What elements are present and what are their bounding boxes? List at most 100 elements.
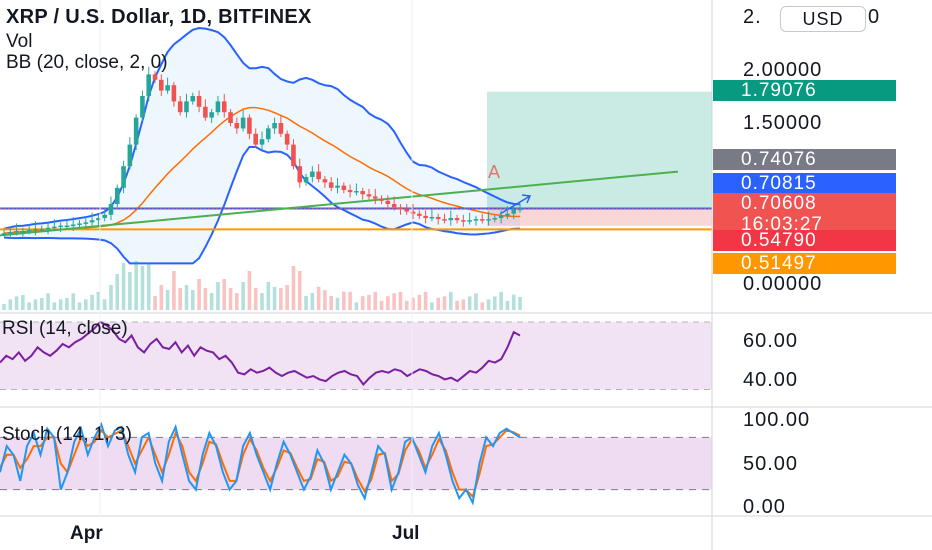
candle-body bbox=[33, 228, 38, 231]
candle-body bbox=[442, 219, 447, 221]
candle-body bbox=[328, 182, 334, 188]
candle-body bbox=[385, 200, 391, 204]
candle-body bbox=[1, 233, 7, 235]
volume-bar bbox=[279, 288, 283, 310]
chart-title: XRP / U.S. Dollar, 1D, BITFINEX bbox=[6, 6, 312, 28]
candle-body bbox=[467, 220, 472, 222]
stoch-axis-label: 100.00 bbox=[743, 409, 811, 431]
candle-body bbox=[133, 117, 139, 145]
candle-body bbox=[221, 101, 227, 113]
candle-body bbox=[284, 133, 290, 145]
volume-bar bbox=[348, 291, 352, 310]
price-tag-support: 0.51497 bbox=[713, 253, 896, 274]
rsi-band bbox=[0, 322, 712, 390]
volume-bar bbox=[367, 294, 371, 310]
volume-bar bbox=[102, 299, 107, 310]
candle-body bbox=[310, 171, 315, 177]
volume-bar bbox=[260, 293, 264, 310]
rsi-pane bbox=[0, 320, 712, 391]
volume-bar bbox=[253, 288, 258, 310]
candle-body bbox=[417, 213, 422, 216]
volume-bar bbox=[411, 297, 415, 310]
volume-bar bbox=[109, 285, 113, 310]
volume-bar bbox=[323, 290, 327, 310]
rsi-axis-label: 60.00 bbox=[743, 330, 799, 352]
stoch-axis-label: 50.00 bbox=[743, 453, 799, 475]
x-axis-tick-label: Apr bbox=[70, 523, 103, 544]
candle-body bbox=[303, 177, 309, 183]
candle-body bbox=[240, 117, 246, 129]
candle-body bbox=[89, 220, 95, 223]
volume-bar bbox=[8, 299, 13, 310]
volume-bar bbox=[178, 288, 182, 310]
volume-bar bbox=[335, 297, 340, 310]
stoch-pane bbox=[0, 421, 712, 506]
volume-indicator-label[interactable]: Vol bbox=[6, 31, 33, 52]
candle-body bbox=[410, 211, 416, 214]
candle-body bbox=[354, 191, 359, 193]
candle-body bbox=[7, 232, 13, 234]
candle-body bbox=[52, 226, 57, 229]
volume-bar bbox=[115, 274, 120, 310]
candle-body bbox=[177, 101, 183, 113]
candle-body bbox=[498, 215, 504, 219]
volume-bar bbox=[33, 299, 38, 310]
volume-bar bbox=[455, 300, 459, 310]
volume-bar bbox=[297, 271, 302, 310]
volume-bar bbox=[46, 293, 50, 310]
candle-body bbox=[184, 101, 189, 113]
candle-body bbox=[511, 209, 517, 214]
volume-bar bbox=[27, 302, 31, 310]
volume-bar bbox=[423, 291, 428, 310]
volume-bar bbox=[134, 261, 138, 310]
candle-body bbox=[272, 123, 277, 129]
volume-bar bbox=[235, 293, 239, 310]
pattern-marker: A bbox=[488, 162, 500, 182]
candle-body bbox=[322, 179, 328, 183]
candle-body bbox=[70, 224, 76, 227]
volume-bar bbox=[430, 302, 434, 310]
stoch-k-line bbox=[0, 421, 521, 506]
volume-bar bbox=[398, 291, 403, 310]
price-axis-partial-suffix: 0 bbox=[868, 6, 881, 28]
candle-body bbox=[77, 223, 82, 225]
volume-bar bbox=[146, 263, 151, 310]
candle-body bbox=[291, 144, 296, 167]
candle-body bbox=[127, 144, 133, 167]
volume-bar bbox=[386, 296, 390, 310]
volume-bar bbox=[159, 285, 164, 310]
candle-body bbox=[379, 198, 384, 201]
currency-button[interactable]: USD bbox=[780, 6, 866, 32]
volume-bar bbox=[209, 293, 214, 310]
x-axis-tick-label: Jul bbox=[392, 523, 420, 544]
volume-bar bbox=[291, 266, 296, 310]
candle-body bbox=[435, 216, 441, 220]
candle-body bbox=[196, 96, 202, 107]
volume-bar bbox=[247, 271, 252, 310]
candle-body bbox=[114, 187, 120, 204]
volume-bar bbox=[304, 296, 308, 310]
candle-body bbox=[316, 171, 321, 180]
stoch-label[interactable]: Stoch (14, 1, 3) bbox=[2, 424, 132, 445]
candle-body bbox=[190, 96, 196, 102]
projection-arrowhead bbox=[521, 194, 532, 204]
candle-body bbox=[265, 128, 271, 140]
bollinger-bands-label[interactable]: BB (20, close, 2, 0) bbox=[6, 52, 168, 73]
stoch-d-line bbox=[0, 428, 521, 499]
candle-body bbox=[14, 231, 19, 233]
volume-bar bbox=[417, 294, 422, 310]
candle-body bbox=[234, 123, 240, 129]
candle-body bbox=[360, 191, 365, 195]
volume-bar bbox=[77, 302, 82, 310]
candle-body bbox=[209, 112, 214, 118]
volume-bar bbox=[354, 302, 359, 310]
volume-bar bbox=[486, 299, 491, 310]
candle-body bbox=[140, 96, 145, 118]
price-tag-resistance: 0.70815 bbox=[713, 173, 896, 194]
volume-bar bbox=[14, 296, 19, 310]
volume-bar bbox=[379, 300, 384, 310]
volume-bar bbox=[480, 302, 485, 310]
candle-body bbox=[505, 213, 510, 216]
rsi-label[interactable]: RSI (14, close) bbox=[2, 318, 128, 339]
